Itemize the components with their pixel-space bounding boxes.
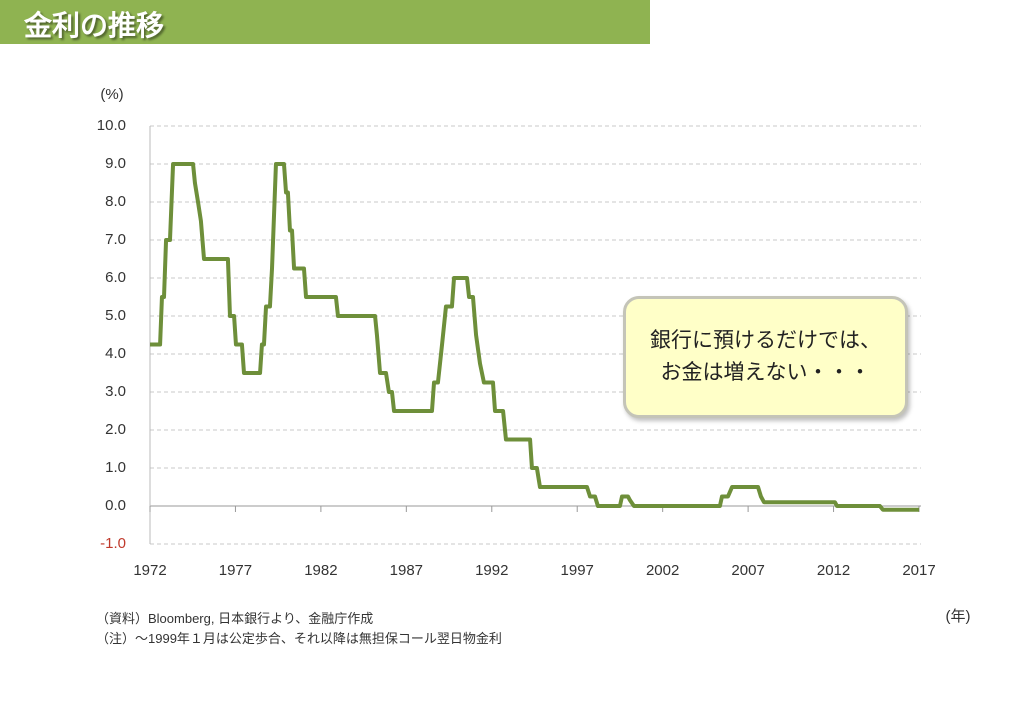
y-tick-label: 2.0 <box>105 421 126 438</box>
y-tick-label: 6.0 <box>105 269 126 286</box>
x-tick-label: 2007 <box>731 562 764 579</box>
source-note: （資料）Bloomberg, 日本銀行より、金融庁作成 <box>96 611 374 626</box>
y-tick-label: 10.0 <box>97 117 126 134</box>
x-tick-label: 1992 <box>475 562 508 579</box>
y-tick-label: 4.0 <box>105 345 126 362</box>
callout-line: 銀行に預けるだけでは、 <box>650 329 881 352</box>
x-tick-label: 2012 <box>817 562 850 579</box>
x-tick-label: 1997 <box>561 562 594 579</box>
y-tick-label: 5.0 <box>105 307 126 324</box>
x-tick-label: 1982 <box>304 562 337 579</box>
y-tick-label: 7.0 <box>105 231 126 248</box>
y-tick-label: 3.0 <box>105 383 126 400</box>
x-tick-label: 1972 <box>133 562 166 579</box>
x-tick-label: 2002 <box>646 562 679 579</box>
callout: 銀行に預けるだけでは、 お金は増えない・・・ <box>623 296 908 418</box>
callout-line: お金は増えない・・・ <box>660 361 871 384</box>
footnote: （注）～1999年１月は公定歩合、それ以降は無担保コール翌日物金利 <box>96 631 502 646</box>
y-tick-label: -1.0 <box>100 535 126 552</box>
rate-line <box>150 162 919 512</box>
slide-title: 金利の推移 <box>24 10 165 41</box>
x-tick-label: 1977 <box>219 562 252 579</box>
y-tick-label: 1.0 <box>105 459 126 476</box>
y-tick-label: 9.0 <box>105 155 126 172</box>
y-tick-label: 8.0 <box>105 193 126 210</box>
x-tick-label: 2017 <box>902 562 935 579</box>
x-tick-label: 1987 <box>390 562 423 579</box>
title-bar <box>0 0 650 44</box>
y-tick-label: 0.0 <box>105 497 126 514</box>
x-unit: (年) <box>946 608 971 625</box>
y-unit: (%) <box>100 86 123 103</box>
